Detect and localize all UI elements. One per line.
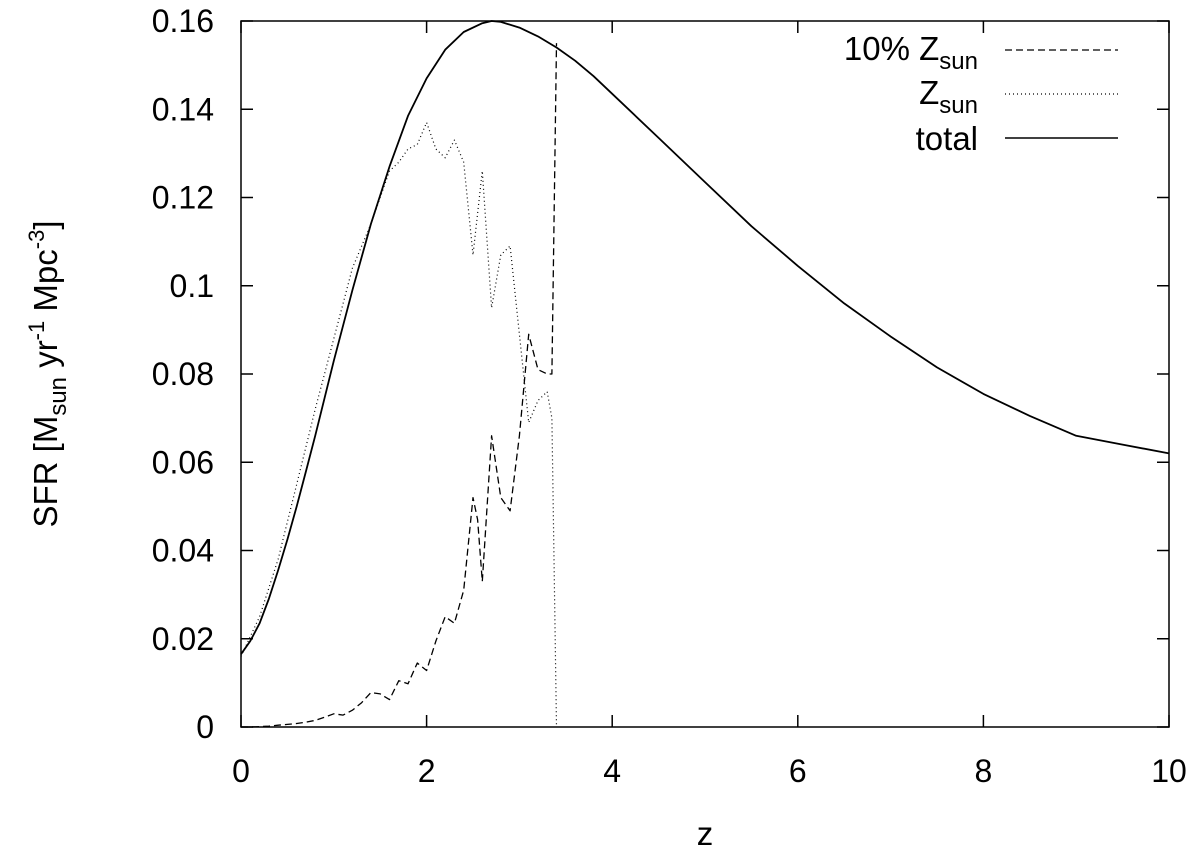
y-axis-title-prefix: SFR [M (27, 416, 64, 528)
y-tick-label: 0.16 (152, 3, 214, 39)
plot-frame (240, 20, 1170, 728)
series-layer (240, 20, 1170, 728)
legend-label-10pct-zsun: 10% Zsun (844, 30, 978, 75)
legend-label-zsun: Zsun (919, 74, 978, 119)
y-axis-title: SFR [Msun yr-1 Mpc-3] (24, 220, 72, 527)
y-tick-label: 0.12 (152, 180, 214, 216)
x-tick-label: 10 (1151, 753, 1187, 789)
legend-entry-zsun: Zsun (919, 74, 1118, 119)
series-line-0 (241, 43, 558, 728)
y-tick-label: 0.06 (152, 444, 214, 480)
legend-entry-total: total (916, 120, 1118, 157)
tick-layer: 0 2 4 6 8 10 0 0.02 0.04 0.06 0.08 0.1 0.12 0.14 0.16 (152, 3, 1187, 789)
x-tick-label: 2 (418, 753, 436, 789)
x-tick-label: 0 (232, 753, 250, 789)
y-tick-label: 0 (196, 709, 214, 745)
series-line-2 (240, 20, 1170, 655)
y-axis-title-mid2: Mpc (27, 249, 64, 321)
y-axis-title-sup2: -3 (24, 230, 49, 250)
y-tick-label: 0.14 (152, 91, 214, 127)
y-axis-title-sub: sun (45, 377, 72, 416)
series-line-1 (240, 121, 558, 728)
y-tick-label: 0.08 (152, 356, 214, 392)
legend-label-total: total (916, 120, 978, 157)
legend-entry-10pct-zsun: 10% Zsun (844, 30, 1118, 75)
legend: 10% Zsun Zsun total (844, 30, 1118, 157)
y-axis-title-mid1: yr (27, 340, 64, 377)
x-tick-label: 6 (789, 753, 807, 789)
y-axis-title-sup1: -1 (24, 321, 49, 341)
y-tick-label: 0.04 (152, 533, 214, 569)
y-tick-label: 0.02 (152, 621, 214, 657)
y-tick-label: 0.1 (170, 268, 214, 304)
y-axis-title-suffix: ] (27, 220, 64, 229)
x-axis-title: z (697, 815, 714, 852)
x-tick-label: 8 (975, 753, 993, 789)
x-tick-label: 4 (603, 753, 621, 789)
